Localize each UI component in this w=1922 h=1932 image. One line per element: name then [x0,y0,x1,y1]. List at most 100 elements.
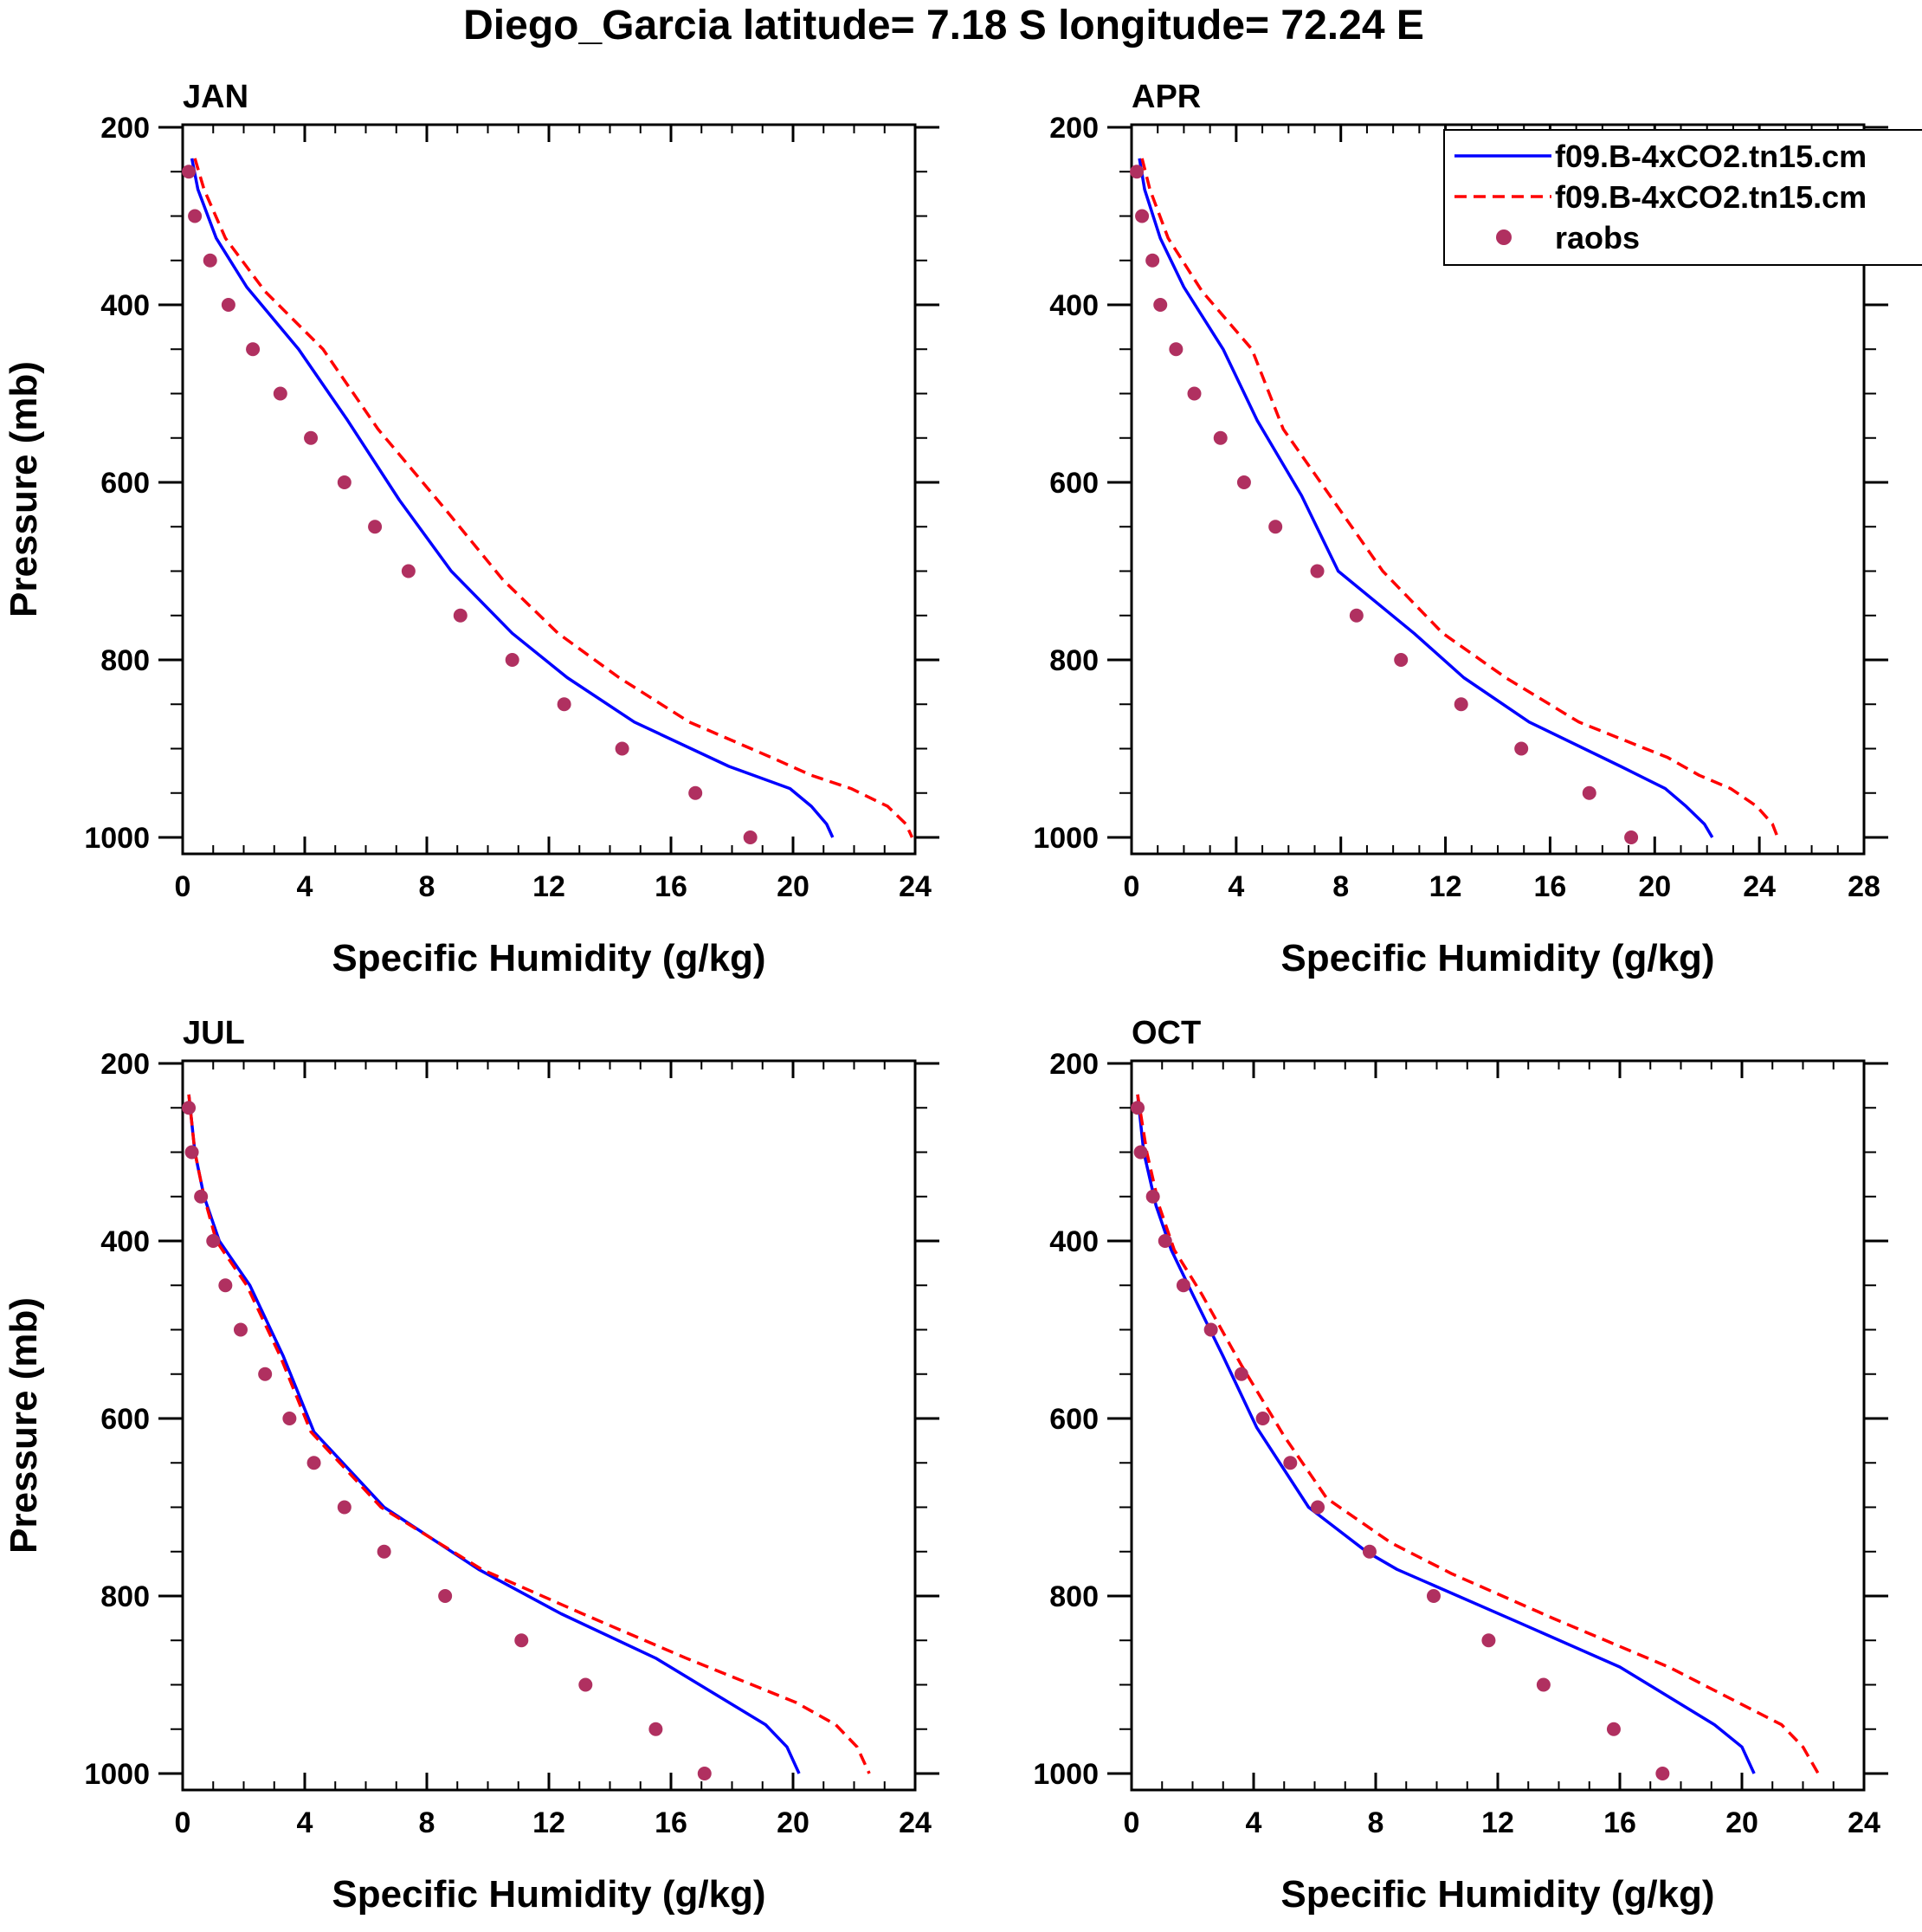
raobs-point [648,1722,663,1736]
panel-title: OCT [1132,1015,1201,1051]
y-tick-label: 600 [1049,467,1099,500]
raobs-point [188,209,203,223]
y-tick-label: 400 [1049,289,1099,322]
raobs-point [1514,741,1529,756]
plot-frame [1130,1059,1866,1792]
raobs-point [1454,697,1468,712]
x-axis-title: Specific Humidity (g/kg) [1280,1873,1714,1916]
x-tick-label: 4 [1246,1806,1262,1839]
x-tick-label: 24 [1848,1806,1880,1839]
raobs-point [1145,1189,1160,1204]
raobs-point [258,1367,273,1381]
legend: f09.B-4xCO2.tn15.cm f09.B-4xCO2.tn15.cm ra… [1443,129,1922,266]
raobs-point [1283,1456,1298,1470]
y-tick-label: 600 [100,1403,150,1436]
x-tick-label: 8 [1368,1806,1384,1839]
raobs-point [514,1633,529,1648]
y-tick-label: 800 [100,1580,150,1613]
x-tick-label: 8 [419,1806,435,1839]
y-tick-label: 1000 [1033,822,1099,855]
x-tick-label: 24 [899,1806,932,1839]
raobs-point [337,1500,352,1515]
y-axis-title: Pressure (mb) [3,1297,45,1554]
chart-panel-oct: 0 4 8 12 16 20 24 200 400 600 800 1000 OCT Specific H… [1033,1015,1888,1916]
x-tick-label: 20 [1725,1806,1758,1839]
raobs-point [615,741,629,756]
raobs-point [337,475,352,489]
raobs-point [1131,1101,1145,1115]
x-tick-label: 12 [1481,1806,1514,1839]
raobs-point [1145,253,1160,268]
series-raobs [1131,1101,1670,1780]
y-tick-label: 800 [1049,644,1099,677]
raobs-point [1203,1322,1218,1337]
x-tick-label: 0 [1124,870,1140,903]
series-line-dashed [193,158,914,838]
series-line-solid [1138,158,1714,838]
series-line-solid [187,1094,801,1774]
x-tick-label: 28 [1848,870,1880,903]
series-raobs [1130,165,1639,844]
x-axis-title: Specific Humidity (g/kg) [1280,937,1714,979]
y-tick-label: 800 [100,644,150,677]
raobs-point [221,298,235,312]
raobs-point [697,1767,712,1780]
raobs-point [273,386,287,401]
raobs-point [182,165,197,179]
series-line-dashed [187,1094,871,1774]
raobs-point [1349,608,1364,623]
raobs-point [306,1456,321,1470]
series-line-dashed [1140,158,1779,838]
raobs-point [557,697,571,712]
y-tick-label: 1000 [84,822,150,855]
raobs-point [578,1677,593,1692]
raobs-point [743,830,758,844]
raobs-point [377,1544,391,1559]
x-tick-label: 0 [175,870,191,903]
series-line-solid [1136,1094,1756,1774]
raobs-point [1213,430,1228,445]
raobs-point [233,1322,248,1337]
x-tick-label: 8 [419,870,435,903]
x-tick-label: 12 [532,1806,565,1839]
y-tick-label: 200 [100,112,150,145]
series-line-dashed [1136,1094,1820,1774]
raobs-point [1255,1412,1270,1425]
plot-frame [181,1059,917,1792]
y-tick-label: 1000 [1033,1758,1099,1791]
raobs-point [1234,1367,1248,1381]
raobs-point [1426,1589,1441,1603]
raobs-point [1362,1544,1377,1559]
raobs-point [184,1145,199,1160]
legend-marker-raobs [1496,229,1512,245]
y-tick-label: 800 [1049,1580,1099,1613]
x-tick-label: 24 [899,870,932,903]
x-axis-title: Specific Humidity (g/kg) [332,937,765,979]
x-tick-label: 4 [1228,870,1244,903]
raobs-point [1158,1234,1172,1248]
x-tick-label: 12 [532,870,565,903]
x-tick-label: 4 [297,1806,313,1839]
raobs-point [304,430,319,445]
x-tick-label: 16 [1534,870,1567,903]
x-tick-label: 20 [1638,870,1671,903]
raobs-point [505,653,519,667]
raobs-point [1394,653,1409,667]
y-tick-label: 200 [1049,1048,1099,1081]
y-tick-label: 1000 [84,1758,150,1791]
series-raobs [182,1101,712,1780]
raobs-point [453,608,468,623]
raobs-point [1582,785,1596,800]
legend-label: raobs [1555,220,1640,255]
raobs-point [368,520,383,534]
figure-title: Diego_Garcia latitude= 7.18 S longitude=… [463,3,1424,48]
series-line-solid [190,158,835,838]
panel-title: JAN [183,79,248,115]
raobs-point [1169,342,1184,357]
raobs-point [1536,1677,1551,1692]
y-tick-label: 600 [100,467,150,500]
raobs-point [1135,209,1150,223]
x-tick-label: 0 [1124,1806,1140,1839]
